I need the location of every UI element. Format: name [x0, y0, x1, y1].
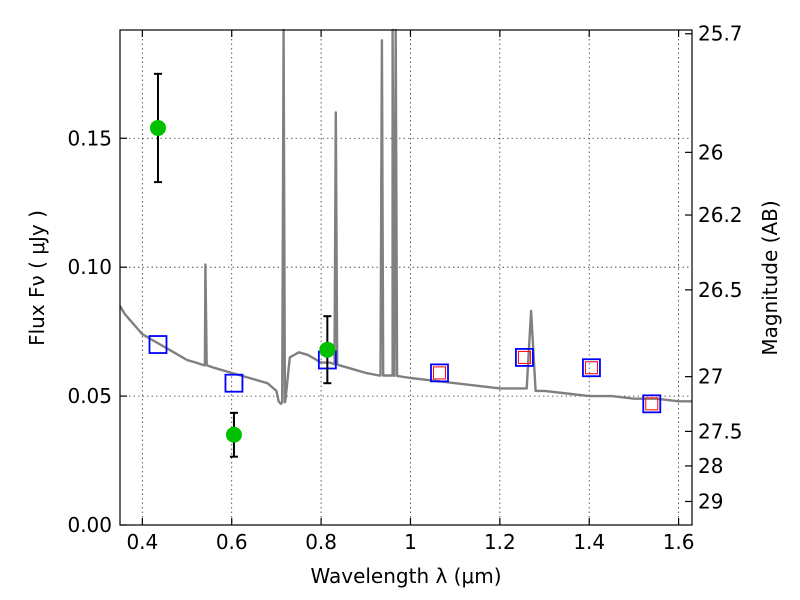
y-axis-label: Flux Fν ( μJy ) [25, 210, 49, 346]
y2-tick-label: 26.2 [698, 203, 743, 227]
y2-axis-ticks: 25.7 26 26.2 26.5 27 27.5 28 29 [685, 22, 743, 513]
x-tick-label: 0.4 [126, 530, 158, 554]
x-axis-ticks: 0.4 0.6 0.8 1 1.2 1.4 1.6 [126, 30, 695, 554]
observed-point [319, 341, 336, 358]
model-photometry-marker [224, 373, 244, 393]
y2-tick-label: 26 [698, 140, 723, 164]
x-tick-label: 0.6 [216, 530, 248, 554]
x-tick-label: 1.6 [663, 530, 695, 554]
x-tick-label: 1.4 [573, 530, 605, 554]
y2-tick-label: 27 [698, 365, 723, 389]
model-spectrum [118, 28, 692, 405]
y-tick-label: 0.10 [67, 255, 112, 279]
y2-tick-label: 26.5 [698, 278, 743, 302]
x-tick-label: 0.8 [305, 530, 337, 554]
y2-tick-label: 29 [698, 489, 723, 513]
observed-point [225, 426, 242, 443]
grid [120, 30, 692, 525]
model-photometry-marker [582, 358, 601, 378]
synthetic-photometry-marker [517, 350, 531, 364]
y-tick-label: 0.15 [67, 126, 112, 150]
photometry-markers [148, 72, 662, 458]
synthetic-photometry-marker [433, 366, 447, 380]
x-axis-label: Wavelength λ (μm) [310, 564, 501, 588]
observed-point [149, 119, 166, 136]
model-photometry-marker [642, 394, 662, 414]
y2-axis-label: Magnitude (AB) [758, 200, 782, 355]
y2-tick-label: 28 [698, 454, 723, 478]
y2-tick-label: 27.5 [698, 419, 743, 443]
plot-frame [119, 29, 693, 526]
y-axis-ticks: 0.00 0.05 0.10 0.15 [67, 126, 127, 537]
model-photometry-marker [148, 335, 168, 354]
model-photometry-marker [515, 348, 534, 367]
y2-tick-label: 25.7 [698, 22, 743, 46]
x-tick-label: 1 [404, 530, 417, 554]
model-spectrum-line [118, 28, 692, 405]
y-tick-label: 0.00 [67, 513, 112, 537]
synthetic-photometry-marker [584, 361, 598, 375]
y-tick-label: 0.05 [67, 384, 112, 408]
model-photometry-marker [430, 363, 449, 383]
x-tick-label: 1.2 [484, 530, 516, 554]
synthetic-photometry-marker [645, 397, 659, 411]
